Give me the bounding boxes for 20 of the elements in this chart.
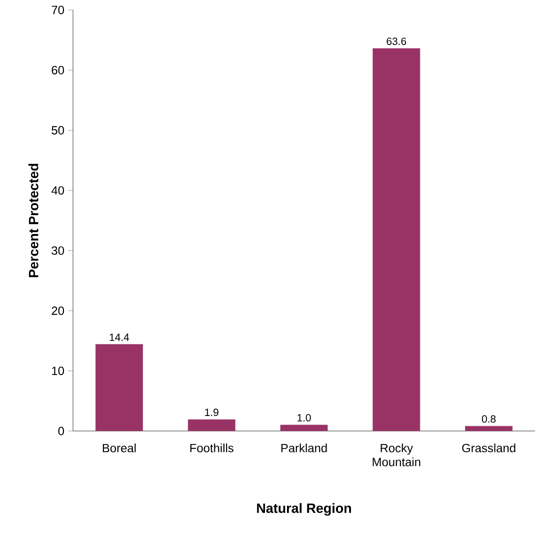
y-tick-label: 30: [52, 246, 64, 255]
y-tick-label: 60: [52, 66, 64, 74]
y-tick-label: 20: [52, 306, 64, 315]
x-tick-label: Boreal: [102, 444, 136, 452]
y-tick-label: 40: [51, 186, 64, 195]
x-tick-label: Rocky Mountain: [372, 444, 420, 466]
x-axis-title: Natural Region: [257, 503, 351, 516]
y-tick-label: 70: [52, 6, 64, 14]
data-label: 1.9: [205, 408, 218, 416]
y-axis-title: Percent Protected: [28, 164, 38, 278]
y-tick-label: 0: [58, 426, 64, 436]
data-label: 14.4: [110, 334, 130, 341]
data-label: 63.6: [386, 38, 406, 45]
data-label: 1.0: [298, 414, 311, 422]
data-label: 0.8: [482, 415, 496, 423]
y-tick-label: 50: [52, 126, 64, 135]
x-tick-label: Parkland: [281, 444, 327, 452]
x-tick-label: Grassland: [462, 444, 516, 452]
x-tick-label: Foothills: [190, 444, 234, 452]
y-tick-label: 10: [52, 366, 64, 376]
